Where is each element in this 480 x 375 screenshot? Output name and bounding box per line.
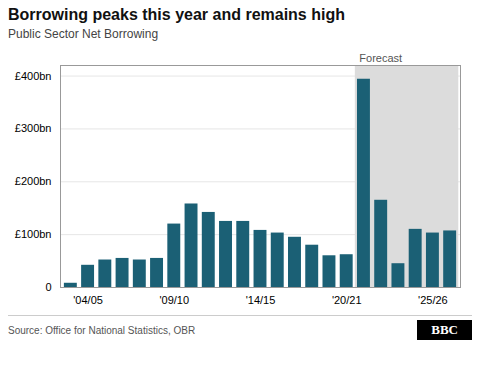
svg-text:'14/15: '14/15: [246, 294, 276, 306]
html-text:BBC: BBC: [431, 322, 458, 337]
svg-text:Forecast: Forecast: [359, 52, 402, 64]
svg-text:0: 0: [45, 281, 51, 293]
html-text:Public Sector Net Borrowing: Public Sector Net Borrowing: [8, 27, 159, 41]
svg-text:'20/21: '20/21: [332, 294, 362, 306]
svg-text:£200bn: £200bn: [15, 175, 52, 187]
svg-text:'09/10: '09/10: [159, 294, 189, 306]
html-text:Source: Office for National St: Source: Office for National Statistics, …: [8, 324, 196, 336]
svg-text:£400bn: £400bn: [15, 70, 52, 82]
svg-text:'25/26: '25/26: [418, 294, 448, 306]
html-text:Borrowing peaks this year and: Borrowing peaks this year and remains hi…: [8, 6, 345, 23]
svg-text:'04/05: '04/05: [73, 294, 103, 306]
svg-text:£300bn: £300bn: [15, 122, 52, 134]
svg-text:£100bn: £100bn: [15, 228, 52, 240]
